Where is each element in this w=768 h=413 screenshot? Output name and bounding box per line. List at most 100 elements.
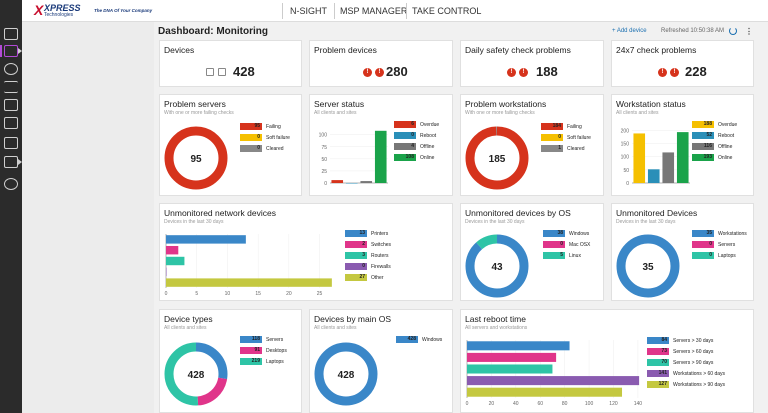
legend-value[interactable]: 5 — [543, 252, 565, 259]
server-status-card[interactable]: Server status All clients and sites 0 25 5… — [309, 94, 453, 196]
legend-value[interactable]: 35 — [692, 230, 714, 237]
bar-reboot[interactable] — [647, 169, 660, 183]
bar-printers[interactable] — [166, 235, 246, 244]
legend-value[interactable]: 4 — [394, 143, 416, 150]
expand-arrow-icon[interactable] — [18, 159, 22, 165]
problem-servers-donut[interactable]: 95 — [162, 119, 230, 193]
legend-value[interactable]: 219 — [240, 358, 262, 365]
dashboard-icon[interactable] — [4, 45, 18, 57]
bar-servers-90-days[interactable] — [467, 364, 553, 374]
legend-value[interactable]: 116 — [692, 143, 714, 150]
legend-value[interactable]: 52 — [692, 132, 714, 139]
unmonitored-by-os-card[interactable]: Unmonitored devices by OS Devices in the… — [460, 203, 604, 301]
problem-workstations-donut[interactable]: 185 — [463, 119, 531, 193]
legend-value[interactable]: 6 — [394, 121, 416, 128]
unmonitored-devices-donut[interactable]: 35 — [614, 228, 682, 300]
bar-overdue[interactable] — [331, 180, 344, 183]
workstation-status-card[interactable]: Workstation status All clients and sites… — [611, 94, 754, 196]
server-status-bar-chart[interactable]: 0 25 50 75 100 — [312, 121, 390, 193]
bar-switches[interactable] — [166, 245, 179, 255]
expand-arrow-icon[interactable] — [18, 48, 22, 54]
legend-value[interactable]: 38 — [543, 230, 565, 237]
legend-value[interactable]: 95 — [240, 123, 262, 130]
devices-by-os-donut[interactable]: 428 — [312, 334, 380, 410]
legend-value[interactable]: 27 — [345, 274, 367, 281]
refresh-icon[interactable] — [729, 27, 737, 35]
last-reboot-bar-chart[interactable]: 0 20 40 60 80 100 120 140 — [463, 336, 648, 412]
devices-by-os-card[interactable]: Devices by main OS All clients and sites… — [309, 309, 453, 413]
reports-icon[interactable] — [4, 137, 18, 149]
bar-overdue[interactable] — [633, 133, 646, 183]
add-device-button[interactable]: + Add device — [612, 28, 647, 34]
legend-value[interactable]: 0 — [692, 252, 714, 259]
users-icon[interactable] — [4, 156, 18, 168]
donut-slice-cleared[interactable] — [465, 126, 529, 190]
legend-value[interactable]: 184 — [541, 123, 563, 130]
donut-slice-linux[interactable] — [465, 234, 529, 298]
legend-value[interactable]: 73 — [647, 348, 669, 355]
legend-value[interactable]: 70 — [647, 359, 669, 366]
legend-value[interactable]: 118 — [240, 336, 262, 343]
cloud-icon[interactable] — [4, 178, 18, 190]
legend-value[interactable]: 91 — [240, 347, 262, 354]
legend-value[interactable]: 0 — [394, 132, 416, 139]
bar-firewalls[interactable] — [166, 267, 167, 277]
legend-value[interactable]: 193 — [692, 154, 714, 161]
filter-icon[interactable] — [4, 81, 18, 93]
nav-take-control[interactable]: TAKE CONTROL — [412, 6, 482, 16]
nav-msp-manager[interactable]: MSP MANAGER — [340, 6, 408, 16]
last-reboot-card[interactable]: Last reboot time All servers and worksta… — [460, 309, 754, 413]
legend-value[interactable]: 0 — [240, 134, 262, 141]
device-types-donut[interactable]: 428 — [162, 334, 230, 410]
unmonitored-network-card[interactable]: Unmonitored network devices Devices in t… — [159, 203, 453, 301]
bar-other[interactable] — [166, 278, 332, 287]
bar-offline[interactable] — [662, 152, 675, 183]
workstation-status-bar-chart[interactable]: 0 50 100 150 200 — [614, 121, 692, 193]
daily-safety-card[interactable]: Daily safety check problems ! ! 188 — [460, 40, 604, 87]
donut-slice-laptops[interactable] — [164, 342, 228, 406]
monitor-icon[interactable] — [4, 28, 18, 40]
devices-card[interactable]: Devices 428 — [159, 40, 302, 87]
bar-reboot[interactable] — [345, 183, 358, 184]
donut-slice-failing[interactable] — [164, 126, 228, 190]
settings-icon[interactable] — [4, 63, 18, 75]
bar-offline[interactable] — [360, 181, 373, 183]
more-options-icon[interactable]: ⋮ — [745, 27, 753, 36]
nav-nsight[interactable]: N-SIGHT — [290, 6, 327, 16]
problem-servers-card[interactable]: Problem servers With one or more failing… — [159, 94, 302, 196]
legend-value[interactable]: 141 — [647, 370, 669, 377]
device-types-card[interactable]: Device types All clients and sites 428 1… — [159, 309, 302, 413]
unmonitored-devices-card[interactable]: Unmonitored Devices Devices in the last … — [611, 203, 754, 301]
legend-value[interactable]: 428 — [396, 336, 418, 343]
legend-value[interactable]: 2 — [345, 241, 367, 248]
bar-online[interactable] — [676, 132, 689, 183]
legend-value[interactable]: 0 — [345, 263, 367, 270]
bar-workstations-60-days[interactable] — [467, 376, 640, 386]
legend-value[interactable]: 108 — [394, 154, 416, 161]
bar-servers-30-days[interactable] — [467, 341, 570, 351]
legend-value[interactable]: 188 — [692, 121, 714, 128]
legend-value[interactable]: 0 — [543, 241, 565, 248]
legend-value[interactable]: 3 — [345, 252, 367, 259]
bar-workstations-90-days[interactable] — [467, 387, 623, 397]
24x7-check-card[interactable]: 24x7 check problems ! ! 228 — [611, 40, 754, 87]
search-icon[interactable] — [4, 117, 18, 129]
unmonitored-network-bar-chart[interactable]: 0 5 10 15 20 25 — [162, 230, 342, 300]
problem-workstations-card[interactable]: Problem workstations With one or more fa… — [460, 94, 604, 196]
bar-routers[interactable] — [166, 256, 185, 266]
bar-online[interactable] — [374, 130, 387, 183]
legend-value[interactable]: 0 — [692, 241, 714, 248]
unmonitored-by-os-donut[interactable]: 43 — [463, 228, 531, 300]
legend-value[interactable]: 0 — [240, 145, 262, 152]
legend-value[interactable]: 84 — [647, 337, 669, 344]
legend-value[interactable]: 127 — [647, 381, 669, 388]
company-logo[interactable]: X XPRESS Technologies The DNA Of Your Co… — [34, 2, 152, 19]
bar-servers-60-days[interactable] — [467, 352, 557, 362]
legend-value[interactable]: 1 — [541, 145, 563, 152]
legend-value[interactable]: 0 — [541, 134, 563, 141]
legend-value[interactable]: 13 — [345, 230, 367, 237]
donut-slice-workstations[interactable] — [616, 234, 680, 298]
problem-devices-card[interactable]: Problem devices ! ! 280 — [309, 40, 453, 87]
donut-slice-windows[interactable] — [314, 342, 378, 406]
devices-icon[interactable] — [4, 99, 18, 111]
